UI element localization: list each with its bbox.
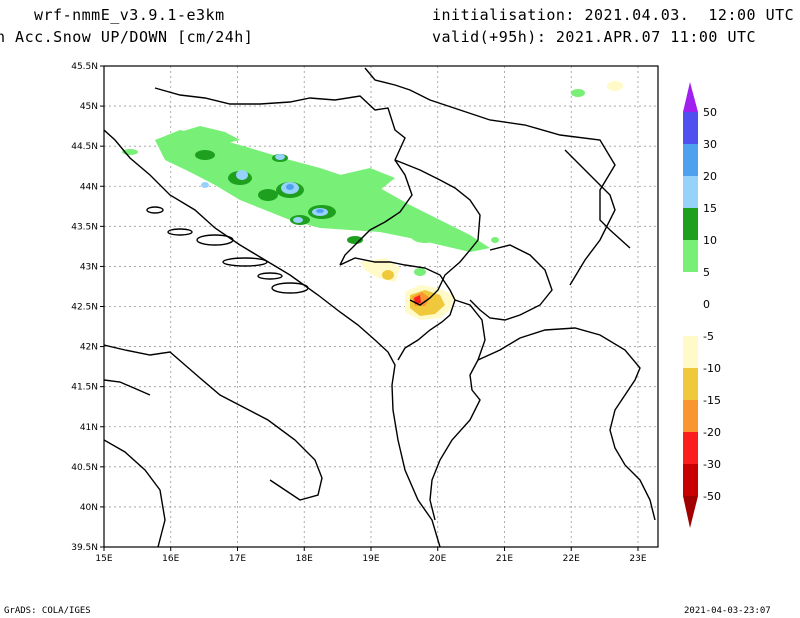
lat-label: 41.5N [71,383,98,393]
model-title: wrf-nmmE_v3.9.1-e3km [34,6,225,24]
colorbar-top-arrow [683,82,698,112]
colorbar-label: -20 [703,426,721,439]
init-time: initialisation: 2021.04.03. 12:00 UTC [432,6,795,24]
lat-label: 39.5N [71,543,98,553]
latitude-labels: 45.5N 45N 44.5N 44N 43.5N 43N 42.5N 42N 41.5N 41N… [71,62,104,553]
lon-label: 22E [563,554,580,564]
lat-label: 45N [80,102,98,112]
colorbar-label: -30 [703,458,721,471]
colorbar-m15-m10 [683,368,698,400]
colorbar-label: -5 [703,330,714,343]
lon-label: 16E [162,554,179,564]
colorbar-m10-m5 [683,336,698,368]
timestamp-text: 2021-04-03-23:07 [684,606,771,616]
lon-label: 20E [429,554,446,564]
lat-label: 44.5N [71,142,98,152]
colorbar-m5-0 [683,304,698,336]
lat-label: 40N [80,503,98,513]
lon-label: 21E [496,554,513,564]
lon-label: 17E [229,554,246,564]
lat-label: 42.5N [71,303,98,313]
lat-label: 44N [80,182,98,192]
colorbar-m30-m20 [683,432,698,464]
lon-label: 18E [296,554,313,564]
colorbar-10-15 [683,208,698,240]
colorbar-label: 10 [703,234,717,247]
colorbar-m20-m15 [683,400,698,432]
lon-label: 23E [629,554,646,564]
lon-label: 19E [362,554,379,564]
lat-label: 40.5N [71,463,98,473]
snow-field [122,81,623,320]
lat-label: 43.5N [71,222,98,232]
colorbar-20-30 [683,144,698,176]
colorbar-label: 5 [703,266,710,279]
lat-label: 45.5N [71,62,98,72]
colorbar-0-5 [683,272,698,304]
colorbar-label: -15 [703,394,721,407]
colorbar-bottom-arrow [683,496,698,528]
lat-label: 41N [80,423,98,433]
field-title: n Acc.Snow UP/DOWN [cm/24h] [0,28,254,46]
colorbar-label: 0 [703,298,710,311]
colorbar-label: -10 [703,362,721,375]
colorbar-m50-m30 [683,464,698,496]
colorbar-label: 50 [703,106,717,119]
coastlines-borders [104,67,656,547]
valid-time: valid(+95h): 2021.APR.07 11:00 UTC [432,28,757,46]
colorbar-label: 15 [703,202,717,215]
lat-label: 42N [80,343,98,353]
colorbar-label: 20 [703,170,717,183]
credit-text: GrADS: COLA/IGES [4,606,91,616]
colorbar-label: 30 [703,138,717,151]
colorbar-5-10 [683,240,698,272]
longitude-labels: 15E 16E 17E 18E 19E 20E 21E 22E 23E [95,547,647,564]
colorbar-label: -50 [703,490,721,503]
lon-label: 15E [95,554,112,564]
colorbar-15-20 [683,176,698,208]
lat-label: 43N [80,262,98,272]
colorbar-30-50 [683,112,698,144]
